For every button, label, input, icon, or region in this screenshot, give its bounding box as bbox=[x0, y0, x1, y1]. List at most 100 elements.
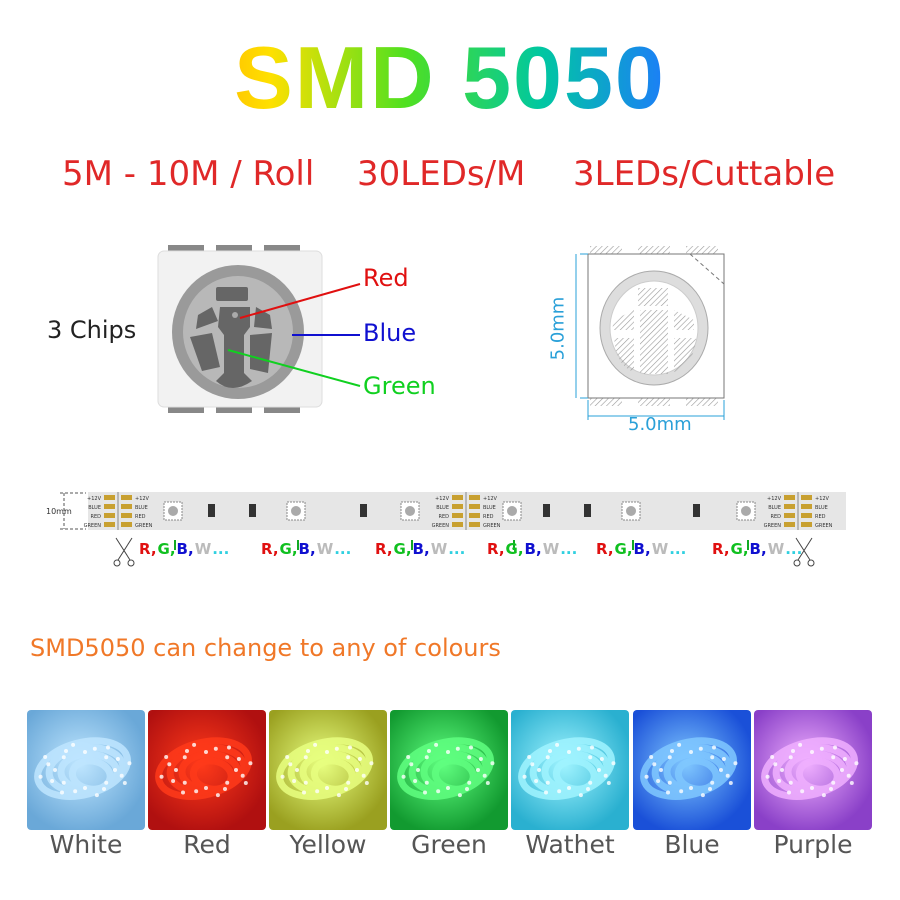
red-leader-line bbox=[239, 283, 361, 319]
scissors-icon bbox=[115, 537, 133, 561]
rgbw-r: R, bbox=[139, 540, 157, 558]
rgbw-dots: ... bbox=[212, 540, 230, 558]
green-leader-line bbox=[227, 349, 361, 387]
resistor bbox=[360, 504, 367, 517]
rgbw-g: G, bbox=[614, 540, 633, 558]
rgbw-dots: ... bbox=[334, 540, 352, 558]
rgbw-r: R, bbox=[375, 540, 393, 558]
pad-label: RED bbox=[483, 514, 494, 520]
pad-label: GREEN bbox=[135, 523, 153, 529]
colour-label: Wathet bbox=[525, 830, 615, 859]
rgbw-b: B, bbox=[176, 540, 194, 558]
rgbw-b: B, bbox=[412, 540, 430, 558]
rgbw-label: R,G,B,W... bbox=[261, 540, 352, 558]
solder-pad bbox=[801, 504, 812, 509]
rgbw-label: R,G,B,W... bbox=[596, 540, 687, 558]
rgbw-b: B, bbox=[298, 540, 316, 558]
dimension-diagram bbox=[575, 246, 725, 420]
solder-pad bbox=[452, 513, 463, 518]
rgbw-b: B, bbox=[524, 540, 542, 558]
resistor bbox=[208, 504, 215, 517]
tagline: SMD5050 can change to any of colours bbox=[30, 634, 501, 662]
spec-roll-length: 5M - 10M / Roll bbox=[62, 154, 315, 194]
rgbw-g: G, bbox=[279, 540, 298, 558]
led-chip-lens bbox=[626, 506, 636, 516]
rgbw-w: W bbox=[430, 540, 448, 558]
rgbw-r: R, bbox=[487, 540, 505, 558]
solder-pad bbox=[784, 513, 795, 518]
chip-pin bbox=[216, 245, 252, 255]
rgbw-label: R,G,B,W... bbox=[375, 540, 466, 558]
rgbw-dots: ... bbox=[785, 540, 803, 558]
rgbw-g: G, bbox=[393, 540, 412, 558]
colour-swatch-wathet bbox=[511, 710, 629, 830]
pad-label: +12V bbox=[767, 496, 782, 502]
pad-label: GREEN bbox=[815, 523, 833, 529]
led-chip-lens bbox=[168, 506, 178, 516]
rgbw-g: G, bbox=[157, 540, 176, 558]
rgbw-dots: ... bbox=[669, 540, 687, 558]
pad-label: +12V bbox=[815, 496, 830, 502]
solder-pad bbox=[469, 513, 480, 518]
led-chip-illustration bbox=[157, 245, 323, 413]
resistor bbox=[543, 504, 550, 517]
spec-cuttable: 3LEDs/Cuttable bbox=[573, 154, 836, 194]
pad-label: RED bbox=[91, 514, 102, 520]
width-label: 5.0mm bbox=[628, 414, 692, 435]
rgbw-b: B, bbox=[633, 540, 651, 558]
solder-pad bbox=[801, 513, 812, 518]
colour-label: Red bbox=[183, 830, 231, 859]
rgbw-w: W bbox=[542, 540, 560, 558]
rgbw-g: G, bbox=[730, 540, 749, 558]
solder-pad bbox=[801, 495, 812, 500]
led-chip-lens bbox=[507, 506, 517, 516]
pad-label: +12V bbox=[435, 496, 450, 502]
colour-swatch-white bbox=[27, 710, 145, 830]
colour-label: Purple bbox=[773, 830, 853, 859]
product-title: SMD 5050 bbox=[0, 28, 900, 128]
solder-pad bbox=[469, 504, 480, 509]
pad-label: BLUE bbox=[436, 505, 449, 511]
resistor bbox=[584, 504, 591, 517]
solder-pad bbox=[452, 522, 463, 527]
rgbw-label: R,G,B,W... bbox=[139, 540, 230, 558]
solder-pad bbox=[104, 522, 115, 527]
colour-label: White bbox=[49, 830, 123, 859]
pad-label: +12V bbox=[483, 496, 498, 502]
blue-label: Blue bbox=[363, 319, 417, 347]
chip-pin bbox=[168, 245, 204, 255]
green-label: Green bbox=[363, 372, 436, 400]
rgbw-dots: ... bbox=[448, 540, 466, 558]
solder-pad bbox=[104, 495, 115, 500]
rgbw-b: B, bbox=[749, 540, 767, 558]
strip-body bbox=[88, 492, 846, 530]
strip-width-label: 10mm bbox=[46, 507, 72, 516]
chip-pin bbox=[264, 403, 300, 413]
led-chip-lens bbox=[405, 506, 415, 516]
pad-label: GREEN bbox=[483, 523, 501, 529]
colour-label: Yellow bbox=[289, 830, 367, 859]
colour-swatch-purple bbox=[754, 710, 872, 830]
rgbw-label: R,G,B,W... bbox=[712, 540, 803, 558]
solder-pad bbox=[104, 504, 115, 509]
solder-pad bbox=[469, 522, 480, 527]
resistor bbox=[693, 504, 700, 517]
solder-pad bbox=[784, 495, 795, 500]
rgbw-r: R, bbox=[712, 540, 730, 558]
solder-pad bbox=[784, 522, 795, 527]
solder-pad bbox=[121, 495, 132, 500]
solder-pad bbox=[104, 513, 115, 518]
colour-swatch-yellow bbox=[269, 710, 387, 830]
pad-label: RED bbox=[771, 514, 782, 520]
colour-swatch-green bbox=[390, 710, 508, 830]
scissors-icon bbox=[807, 559, 815, 567]
solder-pad bbox=[452, 495, 463, 500]
pad-label: GREEN bbox=[84, 523, 102, 529]
rgbw-g: G, bbox=[505, 540, 524, 558]
chip-pin bbox=[264, 245, 300, 255]
rgbw-r: R, bbox=[596, 540, 614, 558]
pad-label: RED bbox=[135, 514, 146, 520]
pad-label: BLUE bbox=[88, 505, 101, 511]
resistor bbox=[249, 504, 256, 517]
colour-label: Green bbox=[411, 830, 487, 859]
